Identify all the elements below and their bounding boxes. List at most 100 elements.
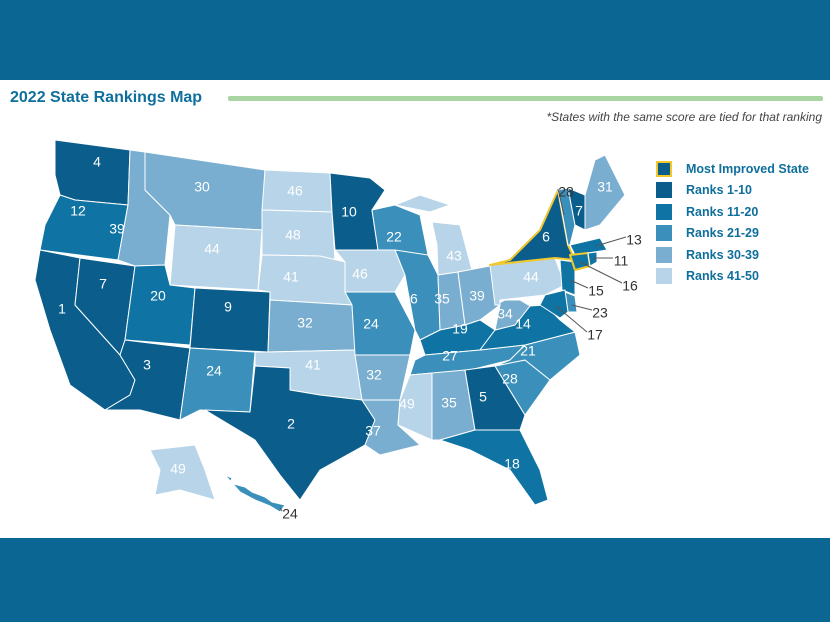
state-ne[interactable] (257, 254, 353, 306)
leader-line (569, 279, 589, 289)
legend: Most Improved State Ranks 1-10 Ranks 11-… (656, 158, 809, 287)
state-nj[interactable] (559, 259, 576, 296)
legend-swatch (656, 268, 672, 285)
state-shape[interactable] (457, 264, 501, 326)
state-rank-label: 7 (575, 203, 583, 219)
state-rank-label: 24 (363, 316, 379, 332)
state-nm[interactable] (179, 347, 256, 421)
legend-item-ranks-41-50: Ranks 41-50 (656, 266, 809, 288)
state-shape[interactable] (584, 154, 626, 231)
state-shape[interactable] (149, 444, 216, 501)
legend-item-ranks-1-10: Ranks 1-10 (656, 180, 809, 202)
state-shape[interactable] (397, 372, 433, 441)
legend-item-ranks-21-29: Ranks 21-29 (656, 223, 809, 245)
state-rank-label: 44 (204, 241, 220, 257)
state-rank-label: 48 (285, 227, 301, 243)
legend-label: Ranks 30-39 (686, 247, 759, 262)
state-rank-label: 27 (442, 348, 458, 364)
state-shape[interactable] (224, 474, 286, 513)
state-ak[interactable] (149, 444, 216, 501)
state-shape[interactable] (334, 249, 406, 293)
state-rank-label: 19 (452, 321, 468, 337)
state-shape[interactable] (257, 254, 353, 306)
state-rank-label: 23 (592, 305, 608, 321)
state-rank-label: 12 (70, 203, 86, 219)
legend-label: Most Improved State (686, 161, 809, 176)
state-shape[interactable] (559, 259, 576, 296)
state-shape[interactable] (464, 365, 526, 431)
state-shape[interactable] (489, 257, 566, 306)
state-rank-label: 13 (626, 232, 642, 248)
state-shape[interactable] (54, 139, 131, 206)
state-shape[interactable] (189, 287, 271, 353)
state-rank-label: 11 (614, 253, 629, 269)
state-ri[interactable] (587, 251, 598, 267)
state-ga[interactable] (464, 365, 526, 431)
state-rank-label: 4 (93, 154, 101, 170)
state-md[interactable] (539, 289, 569, 319)
state-rank-label: 15 (588, 283, 604, 299)
state-rank-label: 14 (515, 316, 531, 332)
state-ny[interactable] (489, 189, 576, 266)
state-tx[interactable] (204, 365, 376, 501)
state-rank-label: 39 (109, 221, 125, 237)
state-rank-label: 44 (523, 269, 539, 285)
state-ms[interactable] (397, 372, 433, 441)
state-rank-label: 17 (587, 327, 603, 343)
state-wa[interactable] (54, 139, 131, 206)
state-ma[interactable] (569, 237, 608, 256)
state-rank-label: 39 (469, 288, 485, 304)
legend-swatch (656, 246, 672, 263)
state-rank-label: 31 (597, 179, 613, 195)
state-rank-label: 26 (402, 291, 418, 307)
state-co[interactable] (189, 287, 271, 353)
state-shape[interactable] (439, 429, 549, 506)
state-rank-label: 46 (352, 266, 368, 282)
state-wy[interactable] (169, 224, 263, 291)
state-rank-label: 41 (283, 269, 299, 285)
state-rank-label: 3 (143, 357, 151, 373)
state-shape[interactable] (393, 194, 452, 213)
state-wv[interactable] (494, 299, 531, 331)
state-shape[interactable] (354, 354, 411, 401)
state-rank-label: 9 (224, 299, 232, 315)
state-rank-label: 41 (305, 357, 321, 373)
state-oh[interactable] (457, 264, 501, 326)
state-rank-label: 20 (150, 288, 166, 304)
state-pa[interactable] (489, 257, 566, 306)
state-shape[interactable] (557, 187, 576, 246)
state-shape[interactable] (169, 224, 263, 291)
state-rank-label: 28 (558, 184, 574, 200)
legend-label: Ranks 11-20 (686, 204, 759, 219)
state-fl[interactable] (439, 429, 549, 506)
state-hi[interactable] (224, 474, 286, 513)
state-rank-label: 49 (399, 396, 415, 412)
state-vt[interactable] (557, 187, 576, 246)
page-title: 2022 State Rankings Map (10, 89, 203, 106)
legend-item-most-improved: Most Improved State (656, 158, 809, 180)
state-ar[interactable] (354, 354, 411, 401)
state-rank-label: 18 (504, 456, 520, 472)
state-rank-label: 10 (341, 204, 357, 220)
state-shape[interactable] (489, 189, 576, 266)
state-shape[interactable] (204, 365, 376, 501)
state-mi[interactable] (393, 194, 473, 276)
state-shape[interactable] (179, 347, 256, 421)
state-rank-label: 5 (479, 389, 487, 405)
state-rank-label: 7 (99, 276, 107, 292)
state-shape[interactable] (569, 237, 608, 256)
state-rank-label: 6 (542, 229, 550, 245)
state-rank-label: 34 (497, 306, 513, 322)
state-shape[interactable] (494, 299, 531, 331)
state-shape[interactable] (587, 251, 598, 267)
tie-note: *States with the same score are tied for… (546, 110, 822, 124)
state-rank-label: 32 (366, 367, 382, 383)
state-rank-label: 24 (206, 363, 222, 379)
state-me[interactable] (584, 154, 626, 231)
state-rank-label: 28 (502, 371, 518, 387)
state-ia[interactable] (334, 249, 406, 293)
state-shape[interactable] (539, 289, 569, 319)
leader-line (579, 261, 623, 284)
legend-label: Ranks 41-50 (686, 269, 759, 284)
leader-line (595, 236, 627, 247)
